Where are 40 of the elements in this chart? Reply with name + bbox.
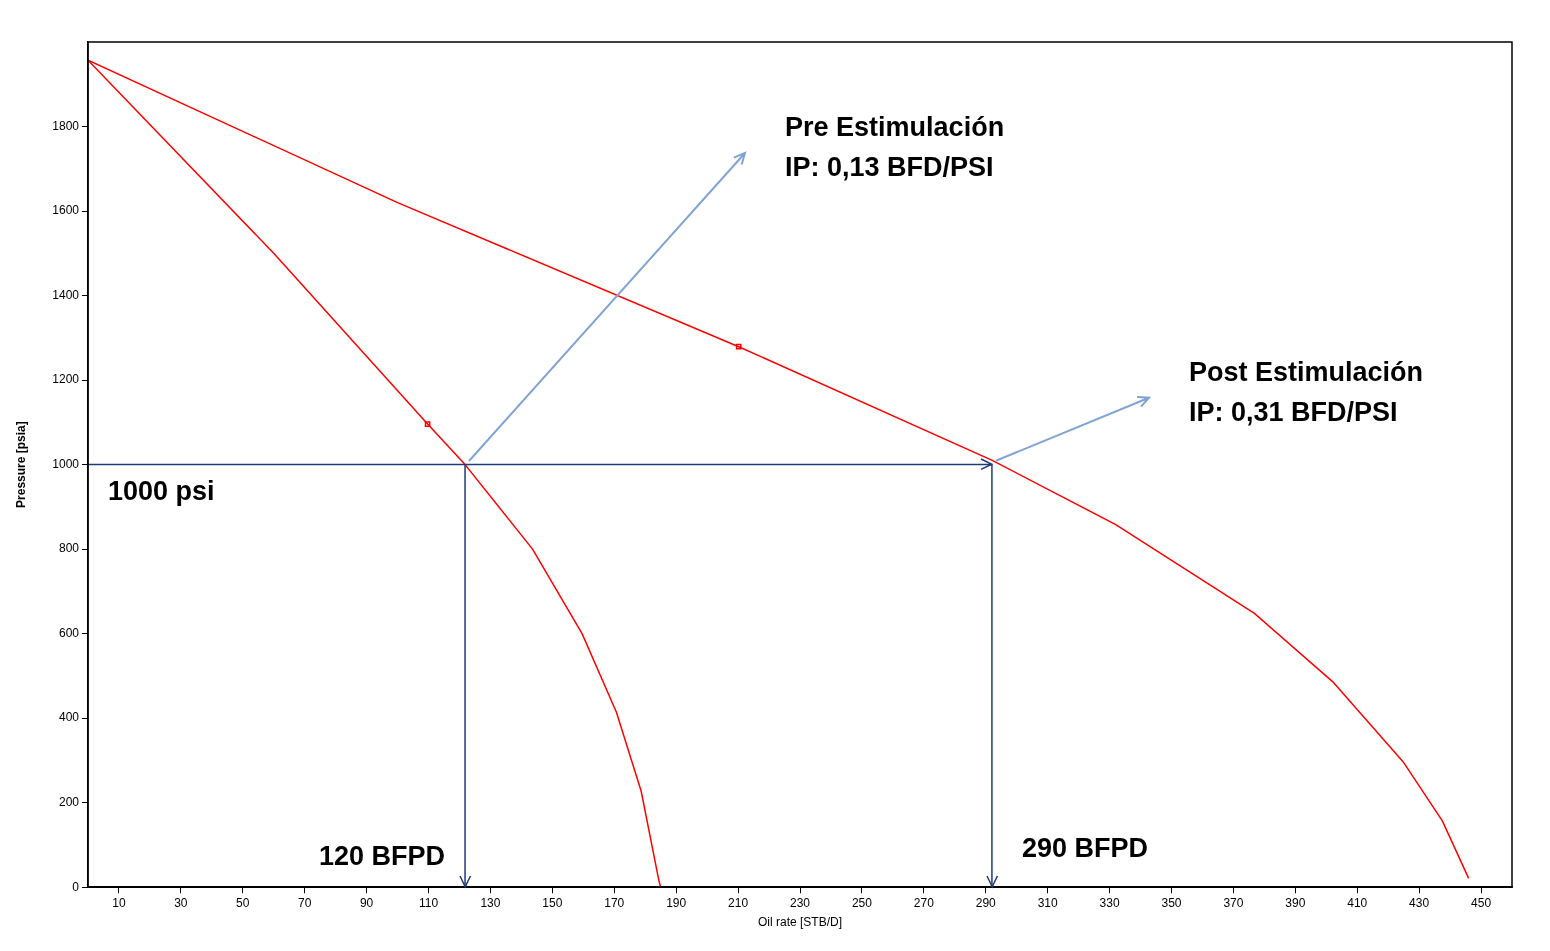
x-tick-label: 270	[913, 895, 935, 910]
x-tick-label: 210	[728, 895, 749, 910]
x-tick-label: 410	[1347, 895, 1368, 910]
x-tick-label: 130	[480, 895, 501, 910]
x-tick-label: 250	[851, 895, 873, 910]
y-tick-label: 800	[58, 541, 80, 556]
x-tick-label: 370	[1223, 895, 1244, 910]
y-axis-title: Pressure [psia]	[13, 421, 28, 508]
x-tick-label: 330	[1099, 895, 1120, 910]
x-tick-label: 290	[975, 895, 997, 910]
x-tick-label: 310	[1037, 895, 1058, 910]
x-tick-label: 190	[666, 895, 687, 910]
y-tick-label: 1000	[52, 456, 80, 471]
y-tick-label: 1800	[52, 118, 80, 133]
x-axis-title: Oil rate [STB/D]	[757, 915, 843, 930]
x-tick-label: 450	[1471, 895, 1492, 910]
y-tick-label: 1400	[52, 287, 80, 302]
x-tick-label: 50	[236, 895, 250, 910]
x-tick-label: 230	[789, 895, 811, 910]
y-tick-label: 1200	[52, 372, 80, 387]
ref-line-label: 290 BFPD	[1021, 832, 1148, 863]
y-tick-label: 400	[58, 710, 80, 725]
ref-line-label: 120 BFPD	[318, 840, 446, 871]
x-tick-label: 150	[542, 895, 563, 910]
y-tick-label: 0	[72, 879, 80, 894]
x-tick-label: 90	[359, 895, 374, 910]
annotation: Pre Estimulación IP: 0,13 BFD/PSI	[785, 112, 1005, 183]
x-tick-label: 430	[1409, 895, 1430, 910]
annotation: Post Estimulación IP: 0,31 BFD/PSI	[1188, 357, 1423, 428]
x-tick-label: 30	[174, 895, 188, 910]
x-tick-label: 390	[1285, 895, 1306, 910]
y-tick-label: 600	[58, 625, 80, 640]
x-tick-label: 10	[112, 895, 126, 910]
x-tick-label: 170	[604, 895, 625, 910]
x-tick-label: 70	[298, 895, 312, 910]
x-tick-label: 350	[1161, 895, 1182, 910]
x-tick-label: 110	[418, 895, 439, 910]
y-tick-label: 1600	[52, 203, 80, 218]
y-tick-label: 200	[58, 794, 80, 809]
ref-line-label: 1000 psi	[108, 476, 215, 507]
